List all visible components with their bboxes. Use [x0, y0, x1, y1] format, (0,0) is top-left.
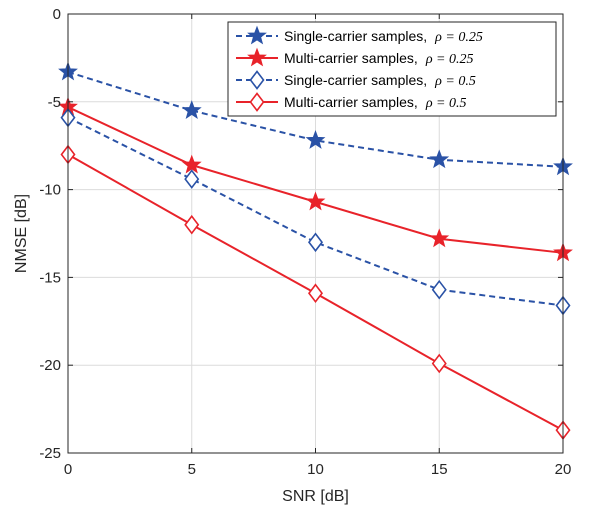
legend-series-name: Multi-carrier samples, — [284, 50, 418, 66]
legend-series-name: Multi-carrier samples, — [284, 94, 418, 110]
legend-label: Multi-carrier samples, ρ = 0.25 — [284, 50, 473, 67]
series-2-point — [181, 154, 202, 174]
x-tick-label: 20 — [555, 461, 572, 478]
y-tick-label: -10 — [39, 182, 61, 199]
legend: Single-carrier samples, ρ = 0.25Multi-car… — [227, 21, 557, 117]
legend-rho-label: ρ = 0.5 — [434, 74, 476, 89]
legend-series-name: Single-carrier samples, — [284, 28, 427, 44]
legend-label: Single-carrier samples, ρ = 0.25 — [284, 28, 483, 45]
series-3-point — [431, 279, 447, 300]
legend-rho-label: ρ = 0.25 — [434, 30, 483, 45]
y-axis-label: NMSE [dB] — [13, 194, 30, 273]
y-tick-label: -15 — [39, 269, 61, 286]
series-2-point — [429, 228, 450, 248]
y-tick-label: -5 — [48, 94, 61, 111]
y-tick-label: 0 — [53, 6, 61, 23]
series-1-point — [305, 130, 326, 149]
legend-rho-label: ρ = 0.5 — [425, 96, 467, 111]
series-3-point — [184, 169, 200, 189]
legend-marker — [249, 92, 265, 112]
legend-marker — [249, 70, 265, 90]
legend-item: Multi-carrier samples, ρ = 0.25 — [236, 47, 473, 67]
legend-rho-label: ρ = 0.25 — [425, 52, 474, 67]
y-tick-label: -20 — [39, 357, 61, 374]
legend-item: Single-carrier samples, ρ = 0.5 — [236, 70, 476, 90]
legend-marker — [247, 47, 267, 67]
series-4 — [60, 144, 571, 440]
legend-box — [227, 21, 557, 117]
x-axis-label: SNR [dB] — [282, 488, 349, 505]
legend-series-name: Single-carrier samples, — [284, 72, 427, 88]
series-3-point — [307, 232, 324, 253]
series-1-point — [181, 100, 202, 120]
series-3 — [60, 107, 571, 316]
y-tick-label: -25 — [39, 445, 61, 462]
legend-marker — [247, 25, 267, 45]
legend-label: Single-carrier samples, ρ = 0.5 — [284, 72, 476, 89]
x-tick-label: 10 — [307, 461, 324, 478]
legend-label: Multi-carrier samples, ρ = 0.5 — [284, 94, 466, 111]
tick-group: 0 5 10 15 20 0 -5 -10 -15 -20 -25 — [39, 6, 571, 478]
series-1-point — [429, 149, 450, 169]
x-tick-label: 5 — [188, 461, 196, 478]
series-4-point — [184, 214, 200, 235]
x-tick-label: 15 — [431, 461, 448, 478]
series-2-point — [305, 191, 326, 211]
series-3-line — [67, 116, 564, 307]
series-1-line — [67, 70, 564, 168]
legend-item: Single-carrier samples, ρ = 0.25 — [236, 25, 483, 45]
legend-item: Multi-carrier samples, ρ = 0.5 — [236, 92, 466, 112]
series-4-point — [307, 283, 324, 304]
x-tick-label: 0 — [64, 461, 72, 478]
series-4-point — [431, 353, 447, 374]
